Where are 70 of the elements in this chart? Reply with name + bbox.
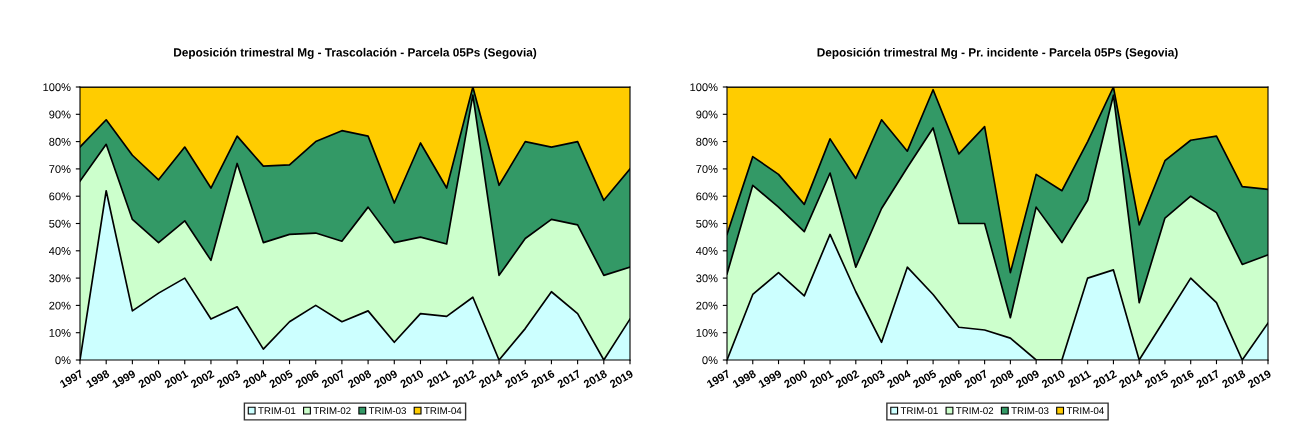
x-tick-label: 1999 <box>757 369 783 389</box>
x-tick-label: 2001 <box>809 369 834 389</box>
y-tick-label: 60% <box>49 192 71 201</box>
y-tick-label: 70% <box>49 165 71 174</box>
x-tick-label: 2006 <box>937 369 963 389</box>
x-tick-label: 2000 <box>137 369 163 389</box>
y-tick-label: 20% <box>49 301 71 310</box>
x-tick-label: 2002 <box>834 369 860 389</box>
y-tick-label: 0% <box>55 356 71 365</box>
legend-label: TRIM-02 <box>956 407 994 415</box>
x-tick-label: 2019 <box>609 369 634 389</box>
x-tick-label: 2014 <box>478 369 504 389</box>
x-tick-label: 2000 <box>783 369 808 389</box>
x-tick-label: 2003 <box>860 369 886 389</box>
x-tick-label: 2002 <box>190 369 215 389</box>
x-tick-label: 2015 <box>1144 369 1169 389</box>
y-tick-label: 60% <box>696 192 718 201</box>
x-tick-label: 2004 <box>886 369 912 389</box>
x-tick-label: 2016 <box>530 369 556 389</box>
x-tick-label: 2012 <box>451 369 477 389</box>
x-tick-label: 2018 <box>1221 369 1247 389</box>
chart-title: Deposición trimestral Mg - Pr. incidente - Parcela 05Ps (Segovia) <box>817 47 1178 59</box>
legend-label: TRIM-01 <box>900 407 938 415</box>
x-tick-label: 2019 <box>1247 369 1272 389</box>
y-tick-label: 90% <box>49 110 71 119</box>
x-tick-label: 2005 <box>268 369 294 389</box>
y-tick-label: 20% <box>696 301 718 310</box>
legend-label: TRIM-03 <box>1011 407 1049 415</box>
x-tick-label: 2008 <box>347 369 372 389</box>
y-tick-label: 90% <box>696 110 718 119</box>
y-tick-label: 80% <box>696 137 718 146</box>
x-tick-label: 2010 <box>1040 369 1066 389</box>
chart-title: Deposición trimestral Mg - Trascolación - Parcela 05Ps (Segovia) <box>174 47 537 59</box>
legend-label: TRIM-04 <box>1066 407 1104 415</box>
y-tick-label: 100% <box>690 83 718 92</box>
x-tick-label: 1998 <box>732 369 757 389</box>
y-tick-label: 30% <box>696 274 718 283</box>
x-tick-label: 2014 <box>1118 369 1144 389</box>
x-tick-label: 2018 <box>582 369 608 389</box>
y-tick-label: 50% <box>696 219 718 228</box>
x-tick-label: 2011 <box>1067 369 1092 388</box>
x-tick-label: 2010 <box>399 369 425 389</box>
y-tick-label: 10% <box>696 328 718 337</box>
x-tick-label: 2001 <box>163 369 189 389</box>
legend-label: TRIM-02 <box>313 407 351 415</box>
x-tick-label: 1999 <box>111 369 137 389</box>
y-tick-label: 10% <box>49 328 71 337</box>
x-tick-label: 2012 <box>1092 369 1118 389</box>
y-tick-label: 40% <box>48 247 71 255</box>
x-tick-label: 2003 <box>216 369 241 389</box>
x-tick-label: 2009 <box>373 369 399 389</box>
y-tick-label: 0% <box>702 356 718 365</box>
y-tick-label: 50% <box>49 219 71 228</box>
x-tick-label: 1998 <box>85 369 110 389</box>
x-tick-label: 2005 <box>912 369 937 389</box>
x-tick-label: 2009 <box>1015 369 1040 389</box>
x-tick-label: 2006 <box>294 369 320 389</box>
y-tick-label: 80% <box>49 137 71 146</box>
x-tick-label: 2015 <box>504 369 530 389</box>
y-tick-label: 30% <box>49 274 71 283</box>
x-tick-label: 2011 <box>426 369 451 388</box>
legend-label: TRIM-01 <box>258 407 296 415</box>
y-tick-label: 70% <box>696 165 718 174</box>
x-tick-label: 2004 <box>242 369 268 389</box>
legend-label: TRIM-03 <box>368 407 406 415</box>
x-tick-label: 2008 <box>989 369 1015 389</box>
x-tick-label: 2016 <box>1169 369 1195 389</box>
legend-label: TRIM-04 <box>424 407 462 415</box>
y-tick-label: 100% <box>43 83 71 92</box>
y-tick-label: 40% <box>695 247 718 255</box>
